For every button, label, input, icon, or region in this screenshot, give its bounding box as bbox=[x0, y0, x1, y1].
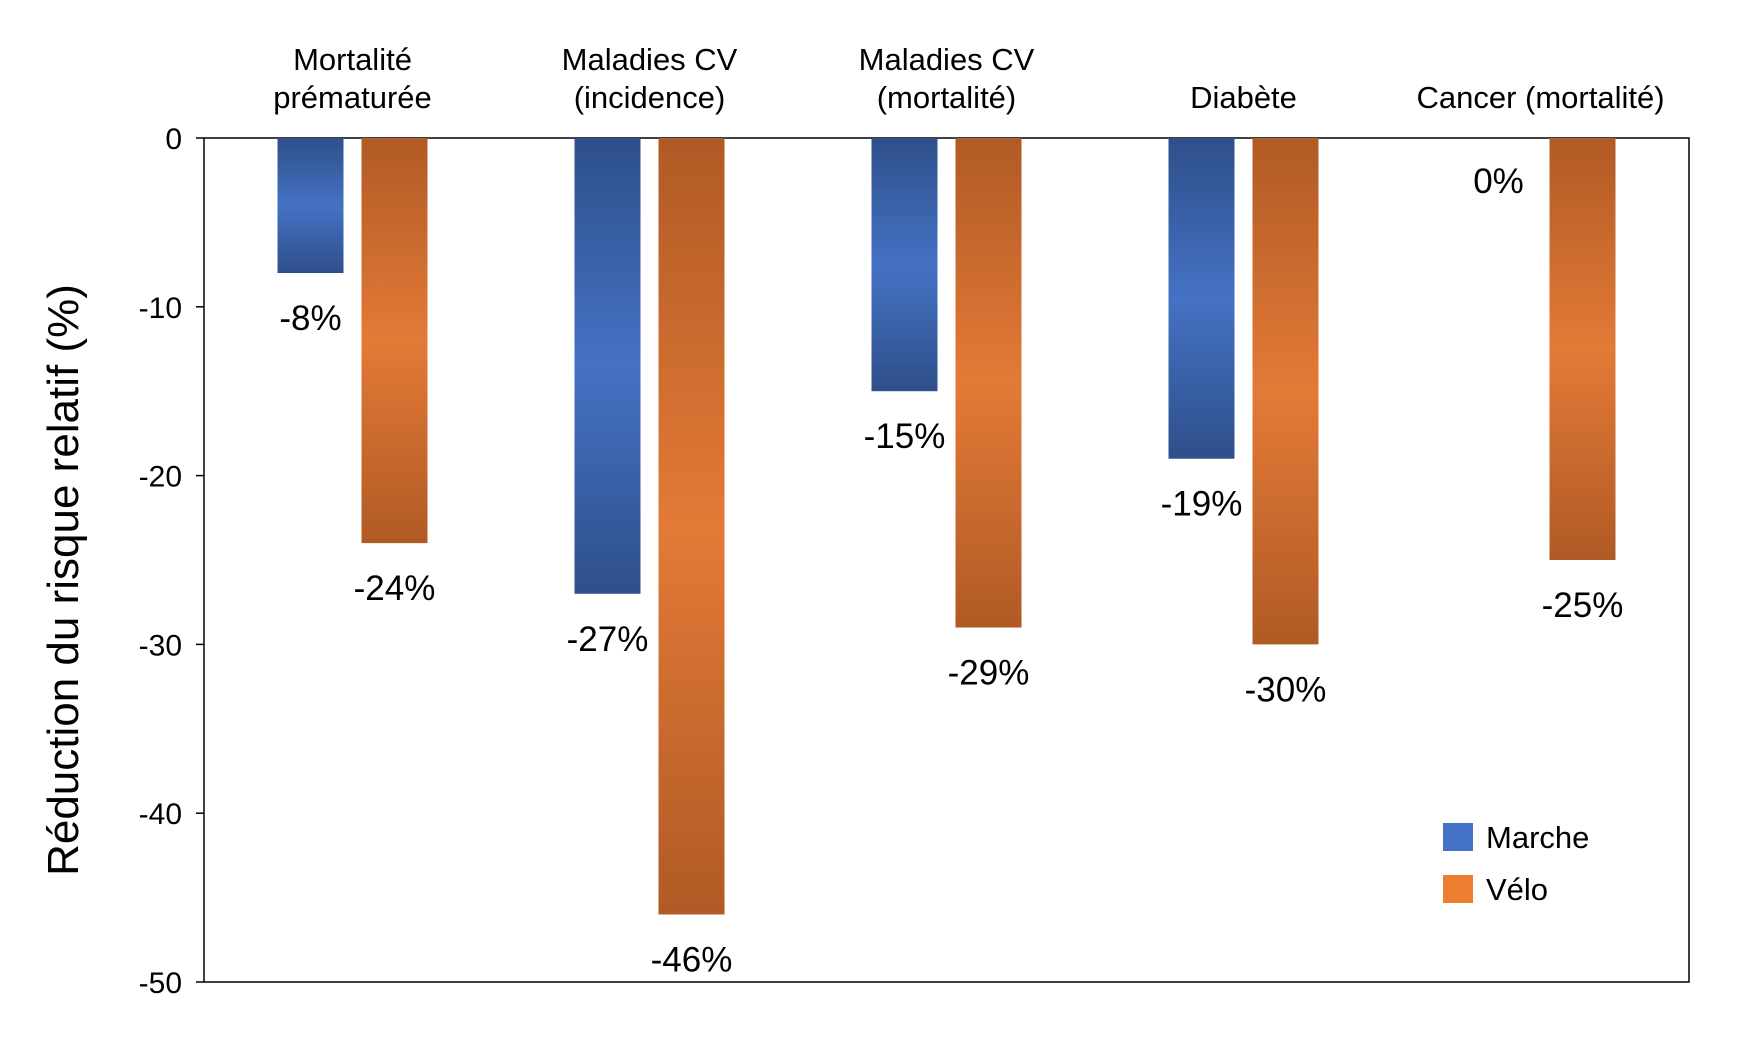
category-label: Maladies CV bbox=[859, 42, 1035, 77]
category-label: Diabète bbox=[1190, 80, 1297, 115]
legend-swatch-marche bbox=[1443, 823, 1473, 851]
data-label: -27% bbox=[567, 620, 649, 659]
category-label: Mortalité bbox=[293, 42, 412, 77]
bar-marche bbox=[574, 138, 641, 594]
data-label: -19% bbox=[1161, 485, 1243, 524]
y-tick-label: -10 bbox=[139, 292, 182, 325]
legend-label: Vélo bbox=[1486, 872, 1548, 907]
category-label: prématurée bbox=[273, 80, 432, 115]
bar-velo bbox=[361, 138, 428, 544]
legend-swatch-velo bbox=[1443, 875, 1473, 903]
data-label: 0% bbox=[1473, 162, 1524, 201]
bar-marche bbox=[1168, 138, 1235, 459]
y-tick-label: -30 bbox=[139, 629, 182, 662]
data-label: -29% bbox=[948, 654, 1030, 693]
bar-marche bbox=[277, 138, 344, 274]
y-tick-label: -50 bbox=[139, 967, 182, 1000]
data-label: -15% bbox=[864, 417, 946, 456]
category-label: Maladies CV bbox=[562, 42, 738, 77]
y-tick-label: -40 bbox=[139, 798, 182, 831]
legend-label: Marche bbox=[1486, 820, 1589, 855]
category-label: (incidence) bbox=[574, 80, 726, 115]
data-label: -24% bbox=[354, 569, 436, 608]
data-label: -25% bbox=[1542, 586, 1624, 625]
bar-marche bbox=[871, 138, 938, 392]
y-tick-label: -20 bbox=[139, 461, 182, 494]
bar-velo bbox=[658, 138, 725, 915]
bar-velo bbox=[955, 138, 1022, 628]
category-label: Cancer (mortalité) bbox=[1416, 80, 1664, 115]
data-label: -8% bbox=[279, 299, 341, 338]
y-axis-title: Réduction du risque relatif (%) bbox=[39, 284, 88, 876]
plot-frame bbox=[203, 137, 1690, 983]
bar-velo bbox=[1252, 138, 1319, 645]
data-label: -30% bbox=[1245, 670, 1327, 709]
data-label: -46% bbox=[651, 940, 733, 979]
category-label: (mortalité) bbox=[877, 80, 1017, 115]
y-tick-label: 0 bbox=[165, 123, 182, 156]
bar-velo bbox=[1549, 138, 1616, 560]
